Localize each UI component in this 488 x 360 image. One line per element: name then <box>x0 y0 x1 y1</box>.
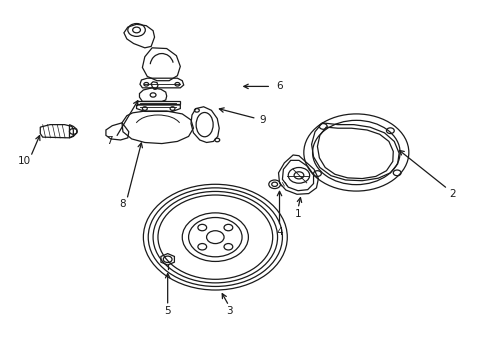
Text: 10: 10 <box>18 156 31 166</box>
Text: 9: 9 <box>259 115 266 125</box>
Text: 3: 3 <box>226 306 233 316</box>
Text: 7: 7 <box>106 136 113 147</box>
Text: 5: 5 <box>164 306 171 316</box>
Text: 4: 4 <box>276 227 282 237</box>
Text: 8: 8 <box>120 199 126 209</box>
Text: 6: 6 <box>276 81 282 91</box>
Text: 1: 1 <box>294 209 301 219</box>
Text: 2: 2 <box>448 189 455 199</box>
